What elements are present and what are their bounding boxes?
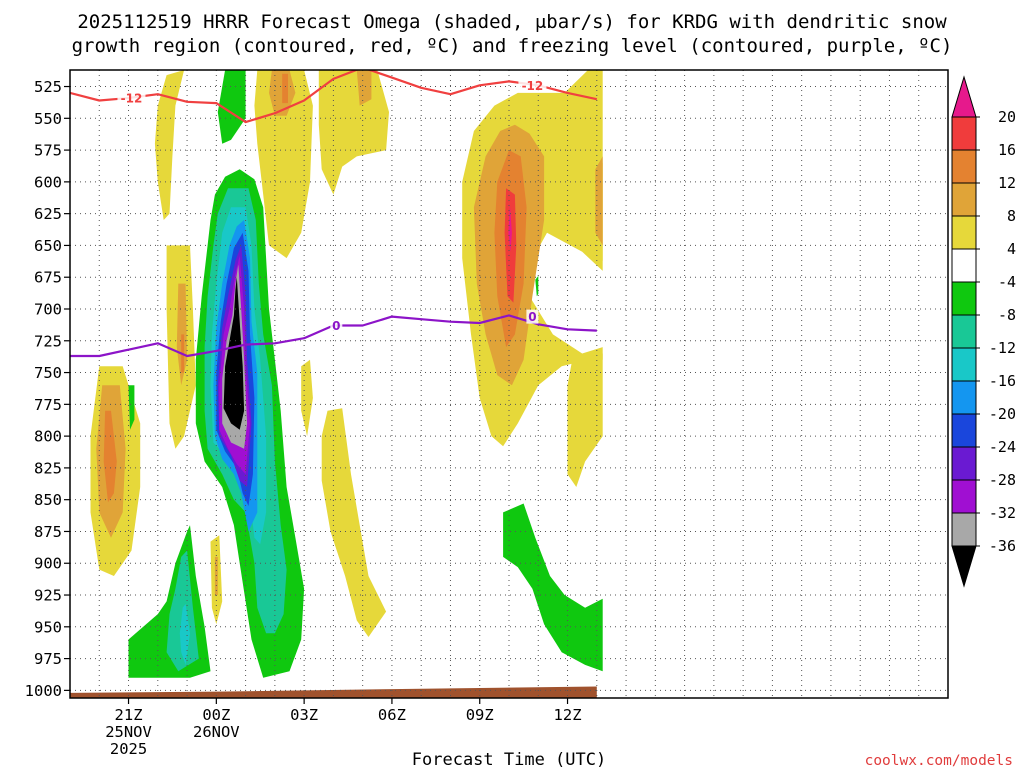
dgz-contour-label-bg [518, 78, 547, 93]
colorbar-label: 4 [1007, 240, 1016, 258]
chart-title-line1: 2025112519 HRRR Forecast Omega (shaded, … [77, 11, 947, 33]
omega-region-yellow [567, 353, 603, 487]
x-tick-year: 2025 [110, 740, 147, 758]
freezing-contour-label-bg [526, 309, 539, 324]
x-tick-label: 12Z [554, 706, 582, 724]
omega-region-yellow [318, 70, 389, 195]
colorbar-label: 20 [998, 108, 1016, 126]
omega-region-orange [282, 73, 288, 104]
y-tick-label: 975 [34, 650, 62, 668]
colorbar-segment-gold [951, 182, 977, 217]
colorbar-segment-skyblue [951, 380, 977, 415]
y-tick-label: 1000 [25, 682, 62, 700]
source-watermark: coolwx.com/models [865, 753, 1013, 768]
freezing-contour-label: 0 [528, 310, 536, 324]
freezing-contour-label-bg [330, 318, 343, 333]
dgz-contour-label: -12 [522, 79, 544, 93]
y-tick-label: 600 [34, 173, 62, 191]
y-tick-label: 925 [34, 587, 62, 605]
colorbar-segment-orange [951, 149, 977, 184]
y-tick-label: 550 [34, 110, 62, 128]
y-tick-label: 650 [34, 237, 62, 255]
colorbar-label: -36 [989, 537, 1016, 555]
omega-colorbar: 20 16 12 8 4 -4 -8 -12 -16 -20 -24 -28 -32 -36 [951, 75, 1016, 588]
y-tick-label: 575 [34, 142, 62, 160]
dgz-contour-label: -12 [121, 91, 143, 105]
colorbar-segment-yellow [951, 215, 977, 250]
chart-title-line2: growth region (contoured, red, ºC) and f… [72, 35, 953, 57]
contour-lines: -12 -12 0 0 [70, 70, 598, 358]
omega-region-yellow [301, 359, 313, 437]
omega-region-orange [103, 410, 117, 503]
colorbar-segment-green [951, 281, 977, 316]
y-tick-label: 525 [34, 78, 62, 96]
omega-region-yellow [254, 70, 313, 259]
colorbar-label: -16 [989, 372, 1016, 390]
x-tick-label: 21Z [115, 706, 143, 724]
y-tick-label: 950 [34, 618, 62, 636]
omega-region-gold [356, 70, 372, 106]
x-tick-label: 00Z [202, 706, 230, 724]
colorbar-label: 8 [1007, 207, 1016, 225]
plot-frame [69, 69, 949, 699]
y-tick-label: 700 [34, 300, 62, 318]
omega-region-yellow [154, 70, 185, 220]
y-tick-label: 850 [34, 491, 62, 509]
x-tick-label: 06Z [378, 706, 406, 724]
omega-region-green [128, 385, 135, 430]
terrain-layer [70, 686, 597, 698]
colorbar-label: -32 [989, 504, 1016, 522]
y-tick-label: 675 [34, 269, 62, 287]
y-tick-label: 625 [34, 205, 62, 223]
colorbar-segment-teal [951, 314, 977, 349]
y-tick-label: 800 [34, 428, 62, 446]
colorbar-label: -20 [989, 405, 1016, 423]
colorbar-label: -4 [998, 273, 1016, 291]
omega-region-green [503, 503, 603, 672]
y-tick-label: 750 [34, 364, 62, 382]
colorbar-label: 16 [998, 141, 1016, 159]
freezing-contour-label: 0 [332, 319, 340, 333]
x-tick-date: 25NOV [105, 723, 152, 741]
y-tick-label: 875 [34, 523, 62, 541]
colorbar-segment-gray [951, 512, 977, 547]
omega-region-black [223, 277, 245, 430]
omega-region-gold [595, 156, 603, 246]
x-tick-date: 26NOV [193, 723, 240, 741]
plot-area: -12 -12 0 0 [69, 69, 949, 699]
colorbar-label: -12 [989, 339, 1016, 357]
dgz-contour-line [70, 70, 598, 124]
colorbar-label: -8 [998, 306, 1016, 324]
colorbar-label: -24 [989, 438, 1016, 456]
colorbar-segment-indigo [951, 446, 977, 481]
x-tick-label: 03Z [290, 706, 318, 724]
y-tick-label: 725 [34, 332, 62, 350]
omega-region-cyan [179, 603, 190, 665]
x-axis-label: Forecast Time (UTC) [412, 750, 606, 768]
y-tick-label: 775 [34, 396, 62, 414]
omega-region-yellow [321, 408, 387, 637]
colorbar-segment-red [951, 116, 977, 151]
dgz-contour-label-bg [117, 90, 146, 105]
colorbar-segment-cyan [951, 347, 977, 382]
colorbar-top-triangle [951, 75, 977, 118]
omega-region-green [217, 70, 246, 144]
y-tick-label: 825 [34, 459, 62, 477]
colorbar-bottom-triangle [951, 545, 977, 588]
y-tick-label: 900 [34, 555, 62, 573]
colorbar-segment-purple [951, 479, 977, 514]
colorbar-segment-white [951, 248, 977, 283]
x-tick-label: 09Z [466, 706, 494, 724]
terrain-ground [70, 686, 597, 698]
colorbar-label: 12 [998, 174, 1016, 192]
colorbar-segment-blue [951, 413, 977, 448]
omega-region-green [535, 275, 539, 297]
y-axis-ticks: 525 550 575 600 625 650 675 700 725 750 775 800 825 8… [25, 78, 70, 700]
colorbar-label: -28 [989, 471, 1016, 489]
